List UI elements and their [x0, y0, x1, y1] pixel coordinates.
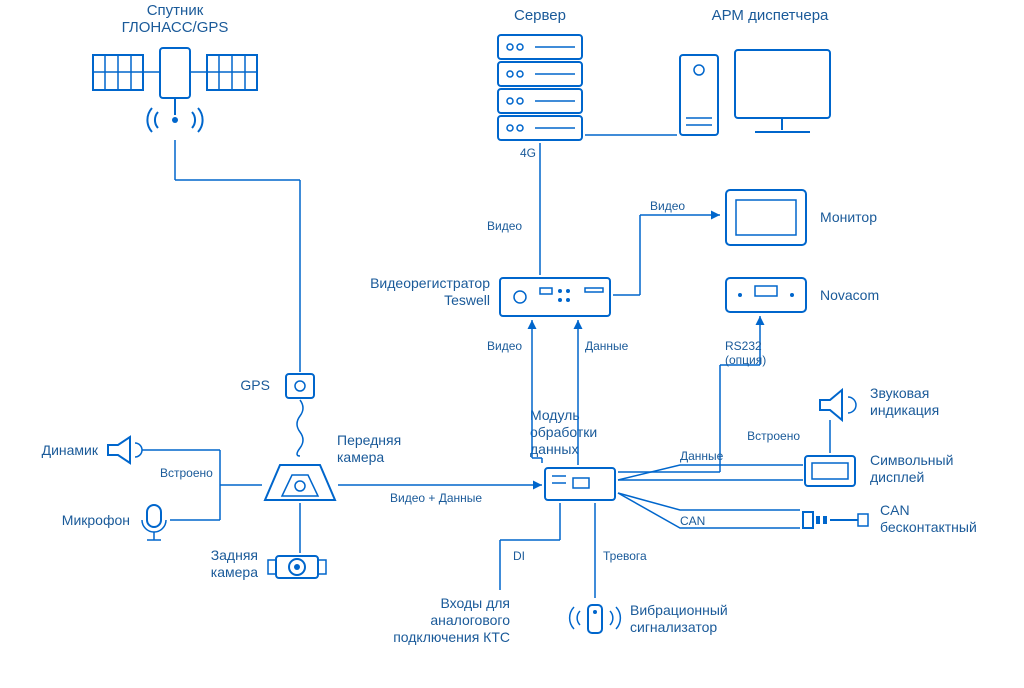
arm-label: АРМ диспетчера [712, 7, 829, 24]
monitor-node: Монитор [726, 190, 877, 245]
processor-node: Модуль обработки данных [530, 407, 615, 500]
alarm-label: Тревога [603, 549, 647, 563]
proc-label2: обработки [530, 424, 597, 440]
sounder-label1: Звуковая [870, 385, 929, 401]
edge-proc-vibro: Тревога [595, 503, 647, 598]
novacom-label: Novacom [820, 287, 879, 303]
edge-gps-cam [297, 400, 303, 456]
dvr-node: Видеорегистратор Teswell [370, 275, 610, 316]
rearcam-label2: камера [211, 564, 258, 580]
data-label-2: Данные [680, 449, 724, 463]
rs232-label-2: (опция) [725, 353, 766, 367]
edge-proc-can: CAN [618, 493, 800, 528]
can-label1: CAN [880, 502, 910, 518]
di-label: DI [513, 549, 525, 563]
edge-proc-display: Данные [618, 449, 803, 480]
display-node: Символьный дисплей [805, 452, 953, 486]
arm-node: АРМ диспетчера [680, 7, 830, 135]
kts-node: Входы для аналогового подключения КТС [393, 595, 510, 645]
display-label1: Символьный [870, 452, 953, 468]
kts-label3: подключения КТС [393, 629, 510, 645]
edge-display-sound: Встроено [747, 420, 830, 453]
can-edge-label: CAN [680, 514, 705, 528]
monitor-label: Монитор [820, 209, 877, 225]
video-label-1: Видео [487, 219, 522, 233]
proc-label3: данных [530, 441, 578, 457]
server-label: Сервер [514, 7, 566, 24]
cam-label1: Передняя [337, 432, 401, 448]
front-camera-node: Передняя камера [265, 432, 401, 500]
satellite-label2: ГЛОНАСС/GPS [122, 19, 229, 36]
proc-label1: Модуль [530, 407, 580, 423]
satellite-node: Спутник ГЛОНАСС/GPS [93, 2, 257, 132]
speaker-node: Динамик [42, 437, 142, 463]
mic-node: Микрофон [62, 505, 166, 540]
edge-proc-kts: DI [500, 503, 560, 590]
rs232-label-1: RS232 [725, 339, 762, 353]
embedded-label-2: Встроено [747, 429, 800, 443]
system-diagram: Спутник ГЛОНАСС/GPS GPS Передняя камера … [0, 0, 1024, 688]
embedded-label-1: Встроено [160, 466, 213, 480]
data-label-1: Данные [585, 339, 629, 353]
sounder-node: Звуковая индикация [820, 385, 939, 420]
video-label-2: Видео [650, 199, 685, 213]
sounder-label2: индикация [870, 402, 939, 418]
mic-label: Микрофон [62, 512, 130, 528]
fourg-label: 4G [520, 146, 536, 160]
can-label2: бесконтактный [880, 519, 977, 535]
satellite-label1: Спутник [147, 2, 204, 19]
video-label-3: Видео [487, 339, 522, 353]
display-label2: дисплей [870, 469, 924, 485]
vibro-label1: Вибрационный [630, 602, 728, 618]
rear-camera-node: Задняя камера [211, 547, 326, 580]
gps-node: GPS [240, 374, 314, 398]
dvr-label1: Видеорегистратор [370, 275, 490, 291]
novacom-node: Novacom [726, 278, 879, 312]
speaker-label: Динамик [42, 442, 99, 458]
videodata-label: Видео + Данные [390, 491, 482, 505]
server-node: Сервер [498, 7, 582, 140]
kts-label2: аналогового [430, 612, 510, 628]
can-node: CAN бесконтактный [803, 502, 977, 535]
gps-label: GPS [240, 377, 270, 393]
dvr-label2: Teswell [444, 292, 490, 308]
kts-label1: Входы для [440, 595, 510, 611]
vibro-node: Вибрационный сигнализатор [570, 602, 728, 635]
rearcam-label1: Задняя [211, 547, 258, 563]
vibro-label2: сигнализатор [630, 619, 717, 635]
edge-dvr-monitor: Видео [613, 199, 720, 295]
cam-label2: камера [337, 449, 384, 465]
